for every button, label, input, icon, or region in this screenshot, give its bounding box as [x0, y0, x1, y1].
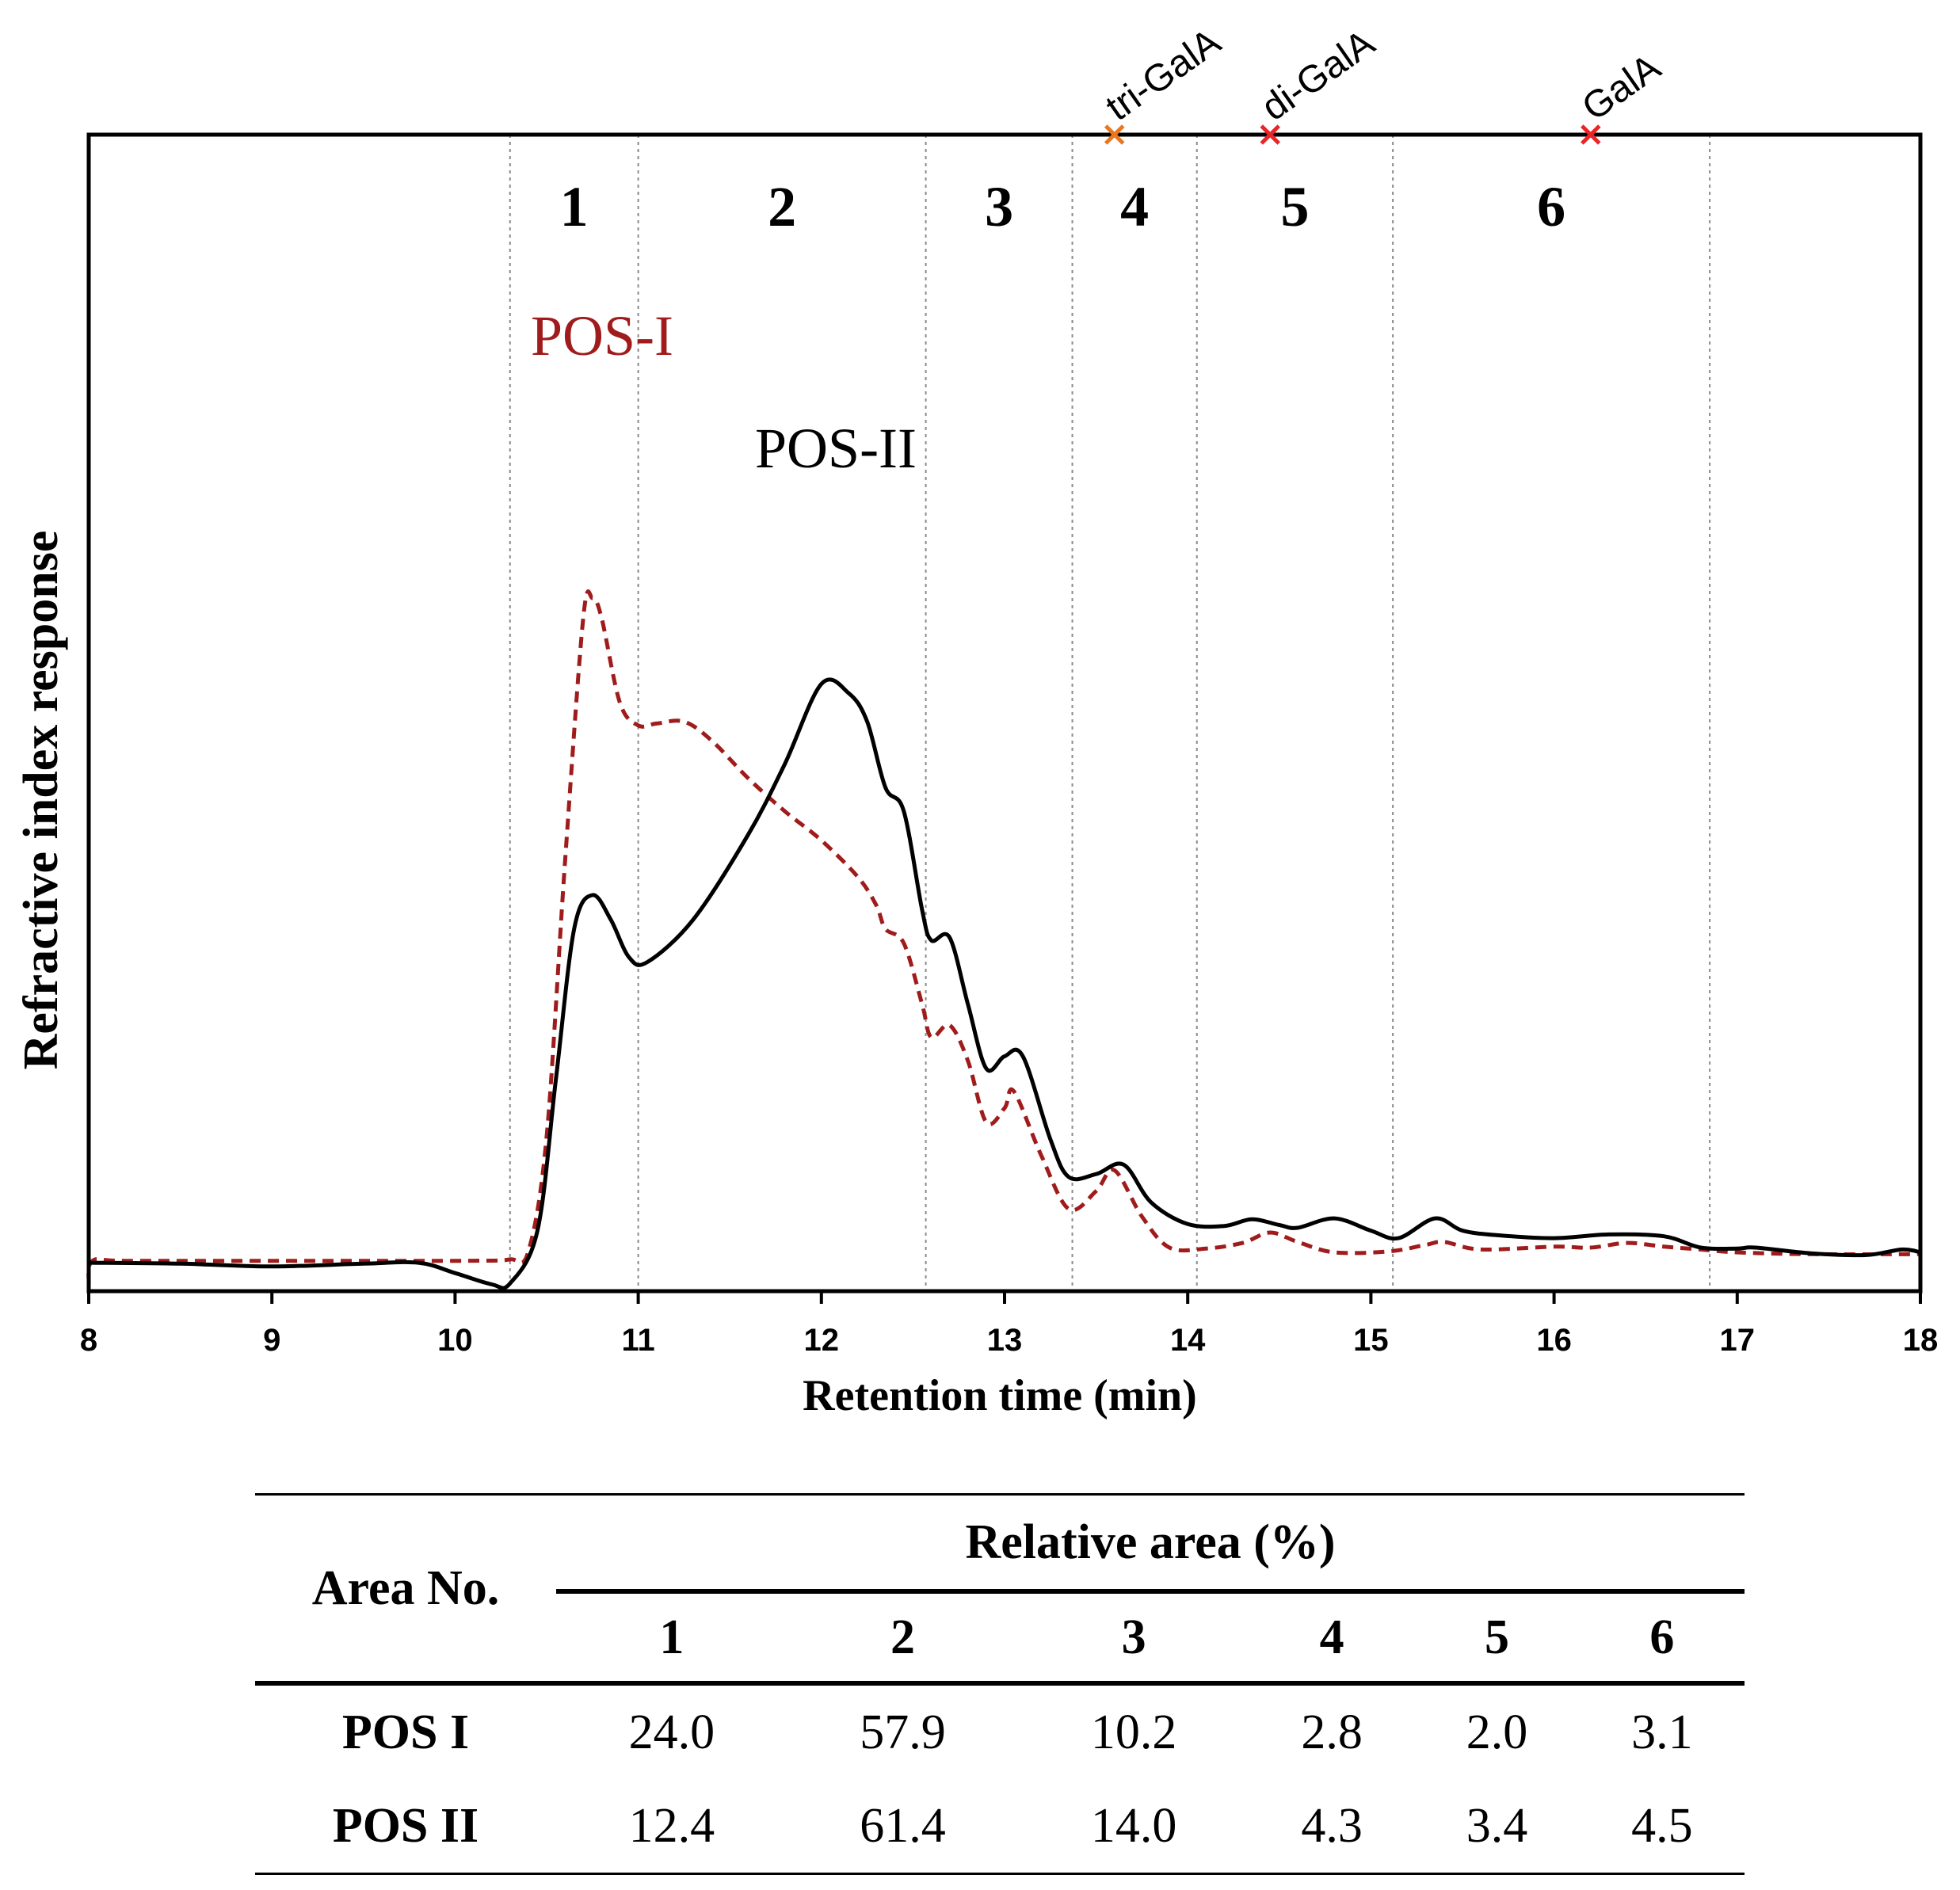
table-cell: 4.3	[1249, 1779, 1415, 1875]
standard-label: GalA	[1575, 46, 1668, 129]
plot-frame	[86, 132, 1923, 1294]
standard-markers: tri-GalA di-GalA GalA	[1099, 21, 1668, 145]
x-tick-label: 17	[1720, 1323, 1756, 1358]
area-label: 1	[560, 175, 589, 238]
table-cell: 2.8	[1301, 1705, 1363, 1759]
standard-marker	[1581, 124, 1601, 145]
row-label: POS I	[341, 1705, 470, 1759]
x-tick-label: 15	[1353, 1323, 1389, 1358]
x-tick-label: 12	[804, 1323, 840, 1358]
x-tick-label: 18	[1903, 1323, 1939, 1358]
table-cell: 12.4	[556, 1779, 787, 1875]
column-header: 4	[1249, 1591, 1415, 1686]
x-tick-label: 14	[1170, 1323, 1206, 1358]
relative-area-table: Area No. Relative area (%) 1 2 3 4 5 6 P…	[255, 1493, 1745, 1875]
table-cell: 24.0	[628, 1705, 715, 1759]
table-cell: 2.0	[1466, 1705, 1528, 1759]
area-number-labels: 1 2 3 4 5 6	[560, 175, 1565, 238]
standard-label: tri-GalA	[1099, 21, 1229, 129]
table-cell: 4.5	[1579, 1779, 1745, 1875]
relative-area-header: Relative area (%)	[556, 1493, 1745, 1594]
column-header: 5	[1414, 1591, 1580, 1686]
x-tick-label: 11	[621, 1323, 654, 1358]
pos-ii-annotation: POS-II	[755, 417, 917, 480]
row-label: POS II	[255, 1779, 556, 1875]
x-tick-label: 16	[1536, 1323, 1572, 1358]
series-line-pos-ii	[86, 677, 1923, 1290]
table-cell: 57.9	[860, 1705, 946, 1759]
series-line-pos-i	[86, 589, 1921, 1285]
x-tick-label: 9	[263, 1323, 280, 1358]
y-axis-label: Refractive index response	[14, 531, 68, 1070]
table-cell: 3.1	[1631, 1705, 1693, 1759]
area-label: 5	[1280, 175, 1309, 238]
x-tick-label: 13	[987, 1323, 1023, 1358]
standard-marker	[1104, 124, 1125, 145]
area-boundary-lines	[509, 135, 1711, 1291]
x-axis-label: Retention time (min)	[803, 1371, 1197, 1420]
standard-label: di-GalA	[1254, 22, 1382, 129]
x-axis-ticks: 8 9 10 11 12 13 14 15 16 17 18	[80, 1291, 1938, 1358]
x-tick-label: 10	[437, 1323, 473, 1358]
series-lines	[86, 589, 1923, 1290]
x-tick-label: 8	[80, 1323, 97, 1358]
table-cell: 61.4	[787, 1779, 1019, 1875]
column-header: 6	[1579, 1591, 1745, 1686]
table-row: POS II 12.4 61.4 14.0 4.3 3.4 4.5	[255, 1779, 1745, 1875]
pos-i-annotation: POS-I	[531, 304, 673, 368]
area-label: 2	[768, 175, 796, 238]
column-header: 3	[1018, 1591, 1249, 1686]
column-header: 2	[787, 1591, 1019, 1686]
table-cell: 14.0	[1018, 1779, 1249, 1875]
area-label: 3	[985, 175, 1013, 238]
standard-marker	[1260, 124, 1281, 145]
area-no-header: Area No.	[255, 1493, 556, 1686]
column-header: 1	[556, 1591, 787, 1686]
area-label: 6	[1537, 175, 1565, 238]
table-cell: 10.2	[1090, 1705, 1177, 1759]
table-row: POS I 24.0 57.9 10.2 2.8 2.0 3.1	[255, 1683, 1745, 1779]
area-label: 4	[1120, 175, 1149, 238]
table-cell: 3.4	[1414, 1779, 1580, 1875]
